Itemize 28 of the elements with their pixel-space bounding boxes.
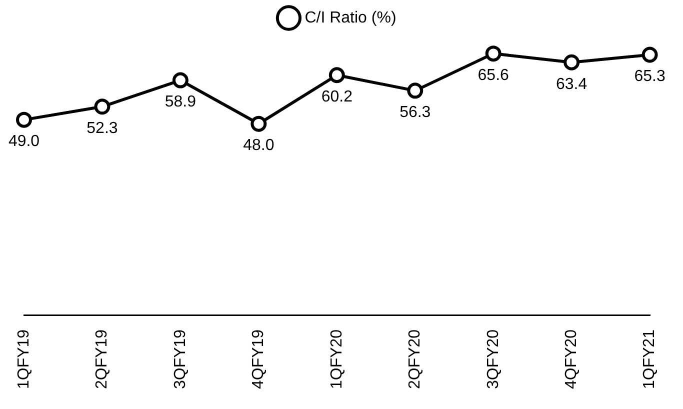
data-label: 65.6 — [478, 66, 510, 84]
data-label: 60.2 — [321, 88, 353, 106]
x-tick-label: 3QFY19 — [172, 329, 189, 390]
x-tick-label: 3QFY20 — [484, 329, 502, 390]
point — [16, 112, 32, 128]
x-tick-label: 1QFY19 — [15, 329, 32, 390]
x-tick-label: 4QFY19 — [250, 329, 268, 390]
point — [172, 72, 188, 88]
point — [94, 98, 110, 115]
point — [250, 116, 267, 132]
data-label: 56.3 — [400, 104, 431, 122]
x-tick-label: 4QFY20 — [562, 329, 580, 390]
data-label: 49.0 — [8, 133, 40, 150]
x-tick-label: 2QFY19 — [94, 329, 111, 390]
data-label: 63.4 — [556, 76, 588, 93]
legend-label: C/I Ratio (%) — [304, 9, 396, 26]
point — [328, 67, 345, 84]
data-label: 48.0 — [243, 137, 274, 154]
point — [564, 54, 580, 70]
point — [485, 46, 502, 62]
point — [407, 82, 424, 99]
data-label: 58.9 — [164, 94, 196, 111]
data-label: 65.3 — [634, 68, 666, 86]
x-tick-label: 1QFY20 — [328, 329, 346, 390]
x-tick-label: 2QFY20 — [406, 329, 424, 390]
data-label: 52.3 — [86, 120, 118, 138]
x-tick-label: 1QFY21 — [641, 329, 658, 390]
point — [642, 46, 658, 63]
